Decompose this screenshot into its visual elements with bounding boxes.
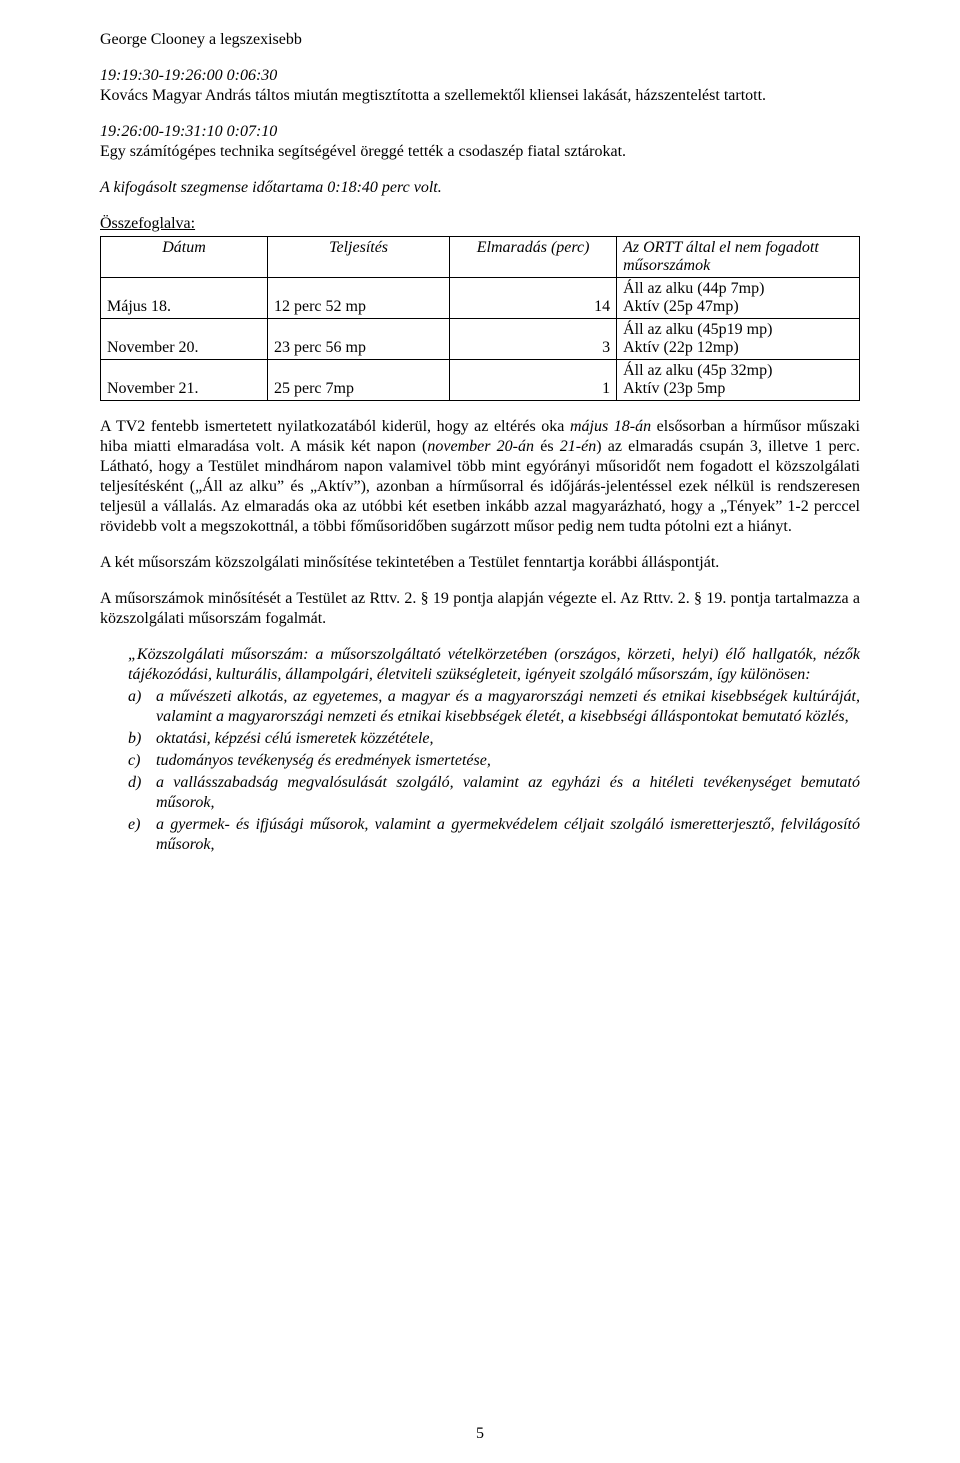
definition-marker: e) [128,815,156,855]
cell-perf: 23 perc 56 mp [267,319,449,360]
segment-2: 19:26:00-19:31:10 0:07:10 Egy számítógép… [100,122,860,162]
definition-marker: d) [128,773,156,813]
definition-text: tudományos tevékenység és eredmények ism… [156,751,860,771]
tv2-em2: november 20-án [427,438,534,455]
cell-date: November 20. [101,319,268,360]
segment-2-text: Egy számítógépes technika segítségével ö… [100,142,860,162]
cell-rejected: Áll az alku (44p 7mp) Aktív (25p 47mp) [617,278,860,319]
cell-rejected-b: Aktív (23p 5mp [623,380,725,397]
th-date: Dátum [101,237,268,278]
page-container: George Clooney a legszexisebb 19:19:30-1… [0,0,960,1463]
segment-1-timecode: 19:19:30-19:26:00 0:06:30 [100,66,860,86]
tv2-mid2: és [534,438,560,455]
tv2-pre: A TV2 fentebb ismertetett nyilatkozatábó… [100,418,570,435]
definition-block: „Közszolgálati műsorszám: a műsorszolgál… [100,645,860,855]
cell-perf: 12 perc 52 mp [267,278,449,319]
th-perf: Teljesítés [267,237,449,278]
cell-rejected-b: Aktív (25p 47mp) [623,298,739,315]
definition-item-d: d) a vallásszabadság megvalósulását szol… [128,773,860,813]
table-row: Május 18. 12 perc 52 mp 14 Áll az alku (… [101,278,860,319]
definition-marker: a) [128,687,156,727]
segment-1: 19:19:30-19:26:00 0:06:30 Kovács Magyar … [100,66,860,106]
ket-paragraph: A két műsorszám közszolgálati minősítése… [100,553,860,573]
definition-marker: b) [128,729,156,749]
cell-delay: 1 [450,360,617,401]
summary-table: Dátum Teljesítés Elmaradás (perc) Az ORT… [100,236,860,401]
definition-intro: „Közszolgálati műsorszám: a műsorszolgál… [128,645,860,685]
cell-rejected: Áll az alku (45p19 mp) Aktív (22p 12mp) [617,319,860,360]
cell-delay: 3 [450,319,617,360]
rttv-paragraph: A műsorszámok minősítését a Testület az … [100,589,860,629]
definition-text: a gyermek- és ifjúsági műsorok, valamint… [156,815,860,855]
headline: George Clooney a legszexisebb [100,30,860,50]
cell-rejected-a: Áll az alku (45p 32mp) [623,362,772,379]
tv2-paragraph: A TV2 fentebb ismertetett nyilatkozatábó… [100,417,860,537]
definition-item-b: b) oktatási, képzési célú ismeretek közz… [128,729,860,749]
definition-text: oktatási, képzési célú ismeretek közzété… [156,729,860,749]
definition-marker: c) [128,751,156,771]
page-number: 5 [0,1425,960,1443]
th-delay: Elmaradás (perc) [450,237,617,278]
tv2-em3: 21-én [560,438,596,455]
cell-perf: 25 perc 7mp [267,360,449,401]
table-header-row: Dátum Teljesítés Elmaradás (perc) Az ORT… [101,237,860,278]
cell-rejected-a: Áll az alku (44p 7mp) [623,280,764,297]
cell-date: November 21. [101,360,268,401]
segment-2-timecode: 19:26:00-19:31:10 0:07:10 [100,122,860,142]
cell-rejected: Áll az alku (45p 32mp) Aktív (23p 5mp [617,360,860,401]
definition-item-a: a) a művészeti alkotás, az egyetemes, a … [128,687,860,727]
definition-text: a vallásszabadság megvalósulását szolgál… [156,773,860,813]
cell-rejected-b: Aktív (22p 12mp) [623,339,739,356]
definition-text: a művészeti alkotás, az egyetemes, a mag… [156,687,860,727]
tv2-em1: május 18-án [570,418,651,435]
segment-1-text: Kovács Magyar András táltos miután megti… [100,86,860,106]
cell-rejected-a: Áll az alku (45p19 mp) [623,321,772,338]
table-row: November 21. 25 perc 7mp 1 Áll az alku (… [101,360,860,401]
cell-date: Május 18. [101,278,268,319]
cell-delay: 14 [450,278,617,319]
kifogasolt-line: A kifogásolt szegmense időtartama 0:18:4… [100,178,860,198]
osszefoglalva-label: Összefoglalva: [100,214,860,234]
table-row: November 20. 23 perc 56 mp 3 Áll az alku… [101,319,860,360]
definition-item-e: e) a gyermek- és ifjúsági műsorok, valam… [128,815,860,855]
definition-item-c: c) tudományos tevékenység és eredmények … [128,751,860,771]
th-rejected: Az ORTT által el nem fogadott műsorszámo… [617,237,860,278]
